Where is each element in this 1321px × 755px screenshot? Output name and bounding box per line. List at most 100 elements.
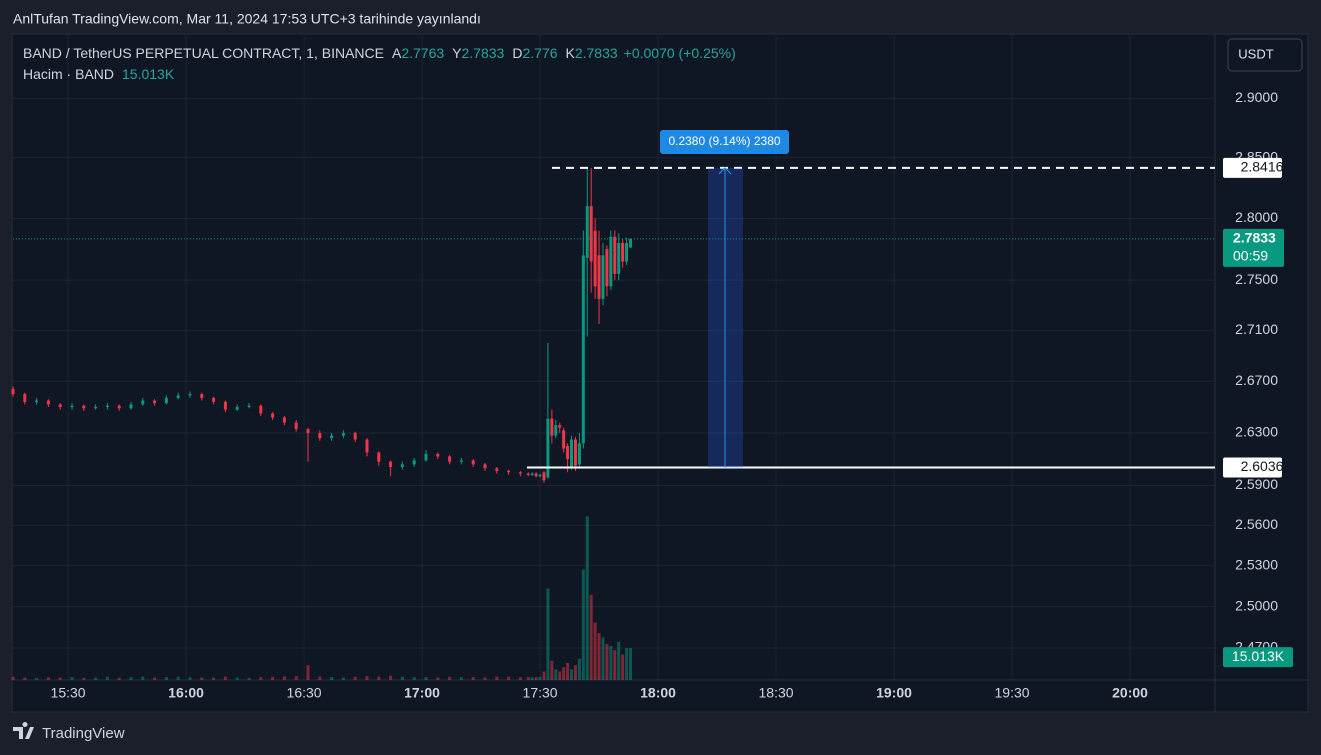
volume-value: 15.013K (122, 66, 175, 82)
volume-badge (1223, 647, 1293, 668)
x-tick-label: 17:30 (523, 685, 558, 701)
candle-body (534, 473, 538, 477)
volume-bar (247, 677, 251, 680)
x-tick-label: 16:00 (168, 685, 204, 701)
candle-body (558, 425, 562, 428)
candle-body (341, 432, 345, 436)
candle-body (448, 456, 452, 462)
volume-bar (176, 676, 180, 680)
candle-body (153, 400, 157, 404)
candle-body (617, 242, 621, 274)
volume-bar (601, 637, 605, 680)
volume-bar (534, 677, 538, 680)
ohlc-key: D (512, 45, 522, 61)
candle-body (538, 474, 542, 477)
candle-body (400, 464, 404, 467)
legend-line: BAND / TetherUS PERPETUAL CONTRACT, 1, B… (23, 45, 736, 61)
grid (13, 35, 1215, 680)
measure-arrow-head (718, 167, 732, 175)
change: +0.0070 (+0.25%) (624, 45, 736, 61)
volume-bar (550, 660, 554, 680)
published-line: AnlTufan TradingView.com, Mar 11, 2024 1… (13, 11, 481, 27)
volume-bar (353, 676, 357, 680)
candle-body (94, 407, 98, 409)
volume-bar (164, 677, 168, 680)
volume-bar (581, 569, 585, 680)
candle-body (566, 446, 570, 460)
candle-body (282, 417, 286, 423)
candle-body (259, 405, 263, 414)
volume-bar (23, 677, 27, 680)
volume-bar (617, 641, 621, 680)
volume-bar (554, 669, 558, 680)
volume-title: Hacim · BAND (23, 66, 114, 82)
volume-bar (94, 677, 98, 680)
volume-bar (585, 516, 589, 680)
price-label-box (1223, 457, 1282, 478)
candle-body (609, 236, 613, 287)
currency-button[interactable] (1227, 38, 1303, 72)
candle-body (23, 394, 27, 402)
volume-bar (70, 677, 74, 680)
y-tick-label: 2.6700 (1235, 372, 1278, 388)
volume-bar (129, 677, 133, 680)
y-tick-label: 2.5300 (1235, 556, 1278, 572)
ohlc-value: 2.7833 (462, 45, 505, 61)
y-tick-label: 2.5600 (1235, 516, 1278, 532)
candle-body (424, 453, 428, 461)
measure-label: 0.2380 (9.14%) 2380 (668, 134, 780, 148)
volume-bar (436, 677, 440, 680)
candle-body (105, 405, 109, 408)
symbol: BAND / TetherUS PERPETUAL CONTRACT, 1, B… (23, 45, 384, 61)
candle-body (550, 418, 554, 436)
candle-body (294, 422, 298, 430)
volume-bar (223, 676, 227, 680)
ohlc-value: 2.7763 (401, 45, 444, 61)
candle-body (235, 407, 239, 410)
volume-bar (235, 677, 239, 680)
candle-body (212, 397, 216, 402)
candle-body (546, 418, 550, 478)
ohlc-key: K (566, 45, 576, 61)
volume-bar (271, 676, 275, 680)
volume-bar (389, 675, 393, 680)
candle-body (247, 405, 251, 408)
x-tick-label: 20:00 (1112, 685, 1148, 701)
candle-body (271, 413, 275, 418)
x-tick-label: 18:00 (640, 685, 676, 701)
volume-bar (153, 677, 157, 680)
candle-body (542, 472, 546, 481)
volume-bar (538, 676, 542, 680)
volume-bar (589, 595, 593, 680)
brand-logo: TradingView (13, 722, 125, 742)
candle-body (82, 405, 86, 409)
ohlc-value: 2.776 (522, 45, 557, 61)
candle-body (593, 230, 597, 287)
y-tick-label: 2.5000 (1235, 597, 1278, 613)
candle-body (176, 395, 180, 398)
volume-bar (294, 676, 298, 680)
candle-body (353, 432, 357, 440)
volume-bar (58, 677, 62, 680)
x-tick-label: 17:00 (404, 685, 440, 701)
volume-bar (562, 667, 566, 680)
candle-body (605, 249, 609, 287)
candle-body (306, 429, 310, 433)
volume-bar (518, 677, 522, 680)
volume-bar (341, 677, 345, 680)
ohlc-value: 2.7833 (575, 45, 618, 61)
volume-bar (597, 633, 601, 680)
candle-body (625, 242, 629, 262)
volume-bar (259, 677, 263, 680)
candle-body (585, 206, 589, 258)
volume-bar (282, 676, 286, 680)
volume-bar (558, 671, 562, 680)
candle-body (365, 439, 369, 453)
volume-bar (526, 677, 530, 680)
candle-body (589, 206, 593, 262)
volume-bar (318, 676, 322, 680)
candle-body (526, 473, 530, 475)
candle-body (577, 443, 581, 465)
